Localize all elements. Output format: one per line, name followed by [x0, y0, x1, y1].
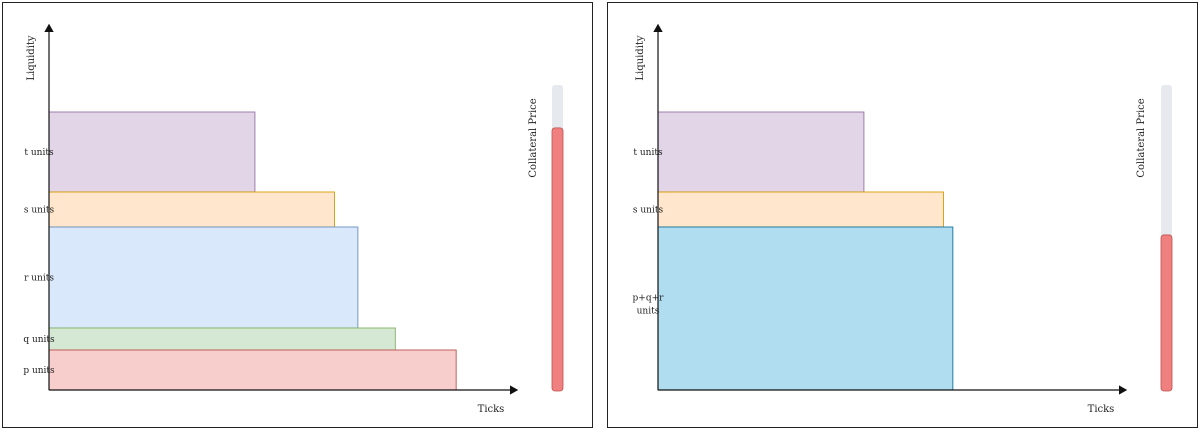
band-label: p+q+r [633, 294, 665, 304]
band-r-units [48, 226, 359, 329]
band-q-units [48, 327, 396, 351]
diagram-panel-right: t units s units p+q+r units Liquidity Ticks… [607, 2, 1198, 428]
liquidity-bands: t units s units r units q units p units [23, 111, 457, 391]
diagram-panel-left: t units s units r units q units p units Liqu… [2, 2, 593, 428]
collateral-price-gauge-fill [1160, 234, 1173, 392]
y-axis-label: Liquidity [26, 35, 37, 80]
band-t-units [48, 111, 256, 193]
band-s-units [48, 191, 335, 228]
x-axis-label: Ticks [1088, 404, 1115, 415]
collateral-price-gauge-fill [551, 127, 564, 392]
band-label: t units [24, 148, 54, 158]
band-p-units [48, 349, 457, 391]
x-axis-label: Ticks [478, 404, 505, 415]
band-label: s units [633, 206, 664, 216]
gauge-label: Collateral Price [528, 98, 539, 177]
band-s-units [657, 191, 944, 228]
band-label-line2: units [637, 307, 660, 317]
liquidity-bands: t units s units p+q+r units [633, 111, 954, 391]
y-axis-label: Liquidity [635, 35, 646, 80]
band-p-q-r [657, 226, 954, 391]
band-label: t units [633, 148, 663, 158]
diagram-canvas-right: t units s units p+q+r units Liquidity Ticks… [633, 23, 1173, 415]
band-t-units [657, 111, 865, 193]
gauge-label: Collateral Price [1136, 98, 1147, 177]
band-label: r units [24, 274, 54, 284]
band-label: s units [24, 206, 55, 216]
band-label: q units [23, 335, 55, 345]
band-label: p units [23, 366, 55, 376]
diagram-canvas-left: t units s units r units q units p units Liqu… [23, 23, 564, 415]
